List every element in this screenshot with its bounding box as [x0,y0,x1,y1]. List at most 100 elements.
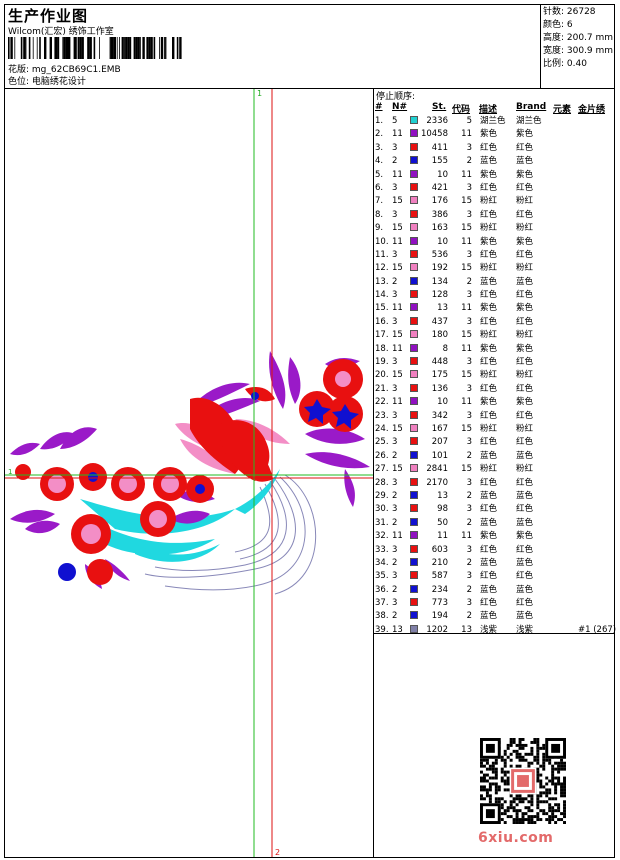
row-description: 紫色 [480,343,498,354]
table-row: 7. 15 176 15 粉红 粉红 [0,195,620,208]
row-needle: 3 [392,571,398,582]
row-needle: 2 [392,557,398,568]
row-stitches: 98 [437,504,448,515]
row-index: 26. [375,450,389,461]
row-brand: 紫色 [516,531,534,542]
row-stitches: 175 [431,370,448,381]
row-needle: 3 [392,544,398,555]
color-swatch [410,330,418,339]
table-row: 20. 15 175 15 粉红 粉红 [0,369,620,382]
row-brand: 蓝色 [516,156,534,167]
row-brand: 紫色 [516,397,534,408]
row-stitches: 192 [431,263,448,274]
table-row: 23. 3 342 3 红色 红色 [0,410,620,423]
table-row: 1. 5 2336 5 湖兰色 湖兰色 [0,115,620,128]
row-brand: 红色 [516,249,534,260]
table-row: 21. 3 136 3 红色 红色 [0,383,620,396]
row-stitches: 448 [431,357,448,368]
row-code: 11 [461,531,472,542]
row-brand: 紫色 [516,343,534,354]
row-brand: 粉红 [516,196,534,207]
row-needle: 11 [392,169,403,180]
row-code: 3 [466,477,472,488]
row-index: 16. [375,316,389,327]
row-stitches: 210 [431,557,448,568]
row-index: 2. [375,129,384,140]
row-index: 30. [375,504,389,515]
row-needle: 15 [392,330,403,341]
table-row: 6. 3 421 3 红色 红色 [0,182,620,195]
row-index: 7. [375,196,384,207]
row-index: 12. [375,263,389,274]
color-swatch [410,584,418,593]
header-index: # [375,102,383,112]
row-index: 38. [375,611,389,622]
row-description: 紫色 [480,169,498,180]
row-description: 蓝色 [480,557,498,568]
table-row: 10. 11 10 11 紫色 紫色 [0,236,620,249]
row-needle: 3 [392,249,398,260]
row-needle: 11 [392,303,403,314]
stop-sequence-title: 停止顺序: [376,92,416,102]
table-row: 35. 3 587 3 红色 红色 [0,570,620,583]
table-row: 25. 3 207 3 红色 红色 [0,436,620,449]
row-stitches: 421 [431,182,448,193]
row-code: 3 [466,504,472,515]
row-index: 3. [375,142,384,153]
row-index: 37. [375,598,389,609]
table-row: 5. 11 10 11 紫色 紫色 [0,169,620,182]
row-stitches: 437 [431,316,448,327]
row-stitches: 10 [437,236,448,247]
row-needle: 3 [392,182,398,193]
row-needle: 11 [392,397,403,408]
color-swatch [410,490,418,499]
table-row: 9. 15 163 15 粉红 粉红 [0,222,620,235]
color-swatch [410,370,418,379]
design-scale: 比例: 0.40 [543,59,587,69]
row-description: 蓝色 [480,517,498,528]
table-row: 33. 3 603 3 红色 红色 [0,544,620,557]
row-needle: 2 [392,276,398,287]
table-row: 19. 3 448 3 红色 红色 [0,356,620,369]
row-needle: 3 [392,504,398,515]
header-code: 代码 [452,105,471,115]
row-needle: 3 [392,477,398,488]
row-index: 9. [375,223,384,234]
row-needle: 2 [392,517,398,528]
table-row: 4. 2 155 2 蓝色 蓝色 [0,155,620,168]
row-stitches: 163 [431,223,448,234]
table-row: 11. 3 536 3 红色 红色 [0,249,620,262]
table-row: 15. 11 13 11 紫色 紫色 [0,302,620,315]
row-needle: 13 [392,624,403,635]
row-description: 红色 [480,290,498,301]
row-description: 蓝色 [480,276,498,287]
color-swatch [410,517,418,526]
row-brand: 紫色 [516,236,534,247]
row-index: 34. [375,557,389,568]
row-brand: 蓝色 [516,490,534,501]
row-description: 蓝色 [480,490,498,501]
row-stitches: 13 [437,303,448,314]
row-code: 3 [466,316,472,327]
table-row: 2. 11 10458 11 紫色 紫色 [0,128,620,141]
row-needle: 11 [392,236,403,247]
row-needle: 15 [392,370,403,381]
table-row: 39. 13 1202 13 浅紫 浅紫 #1 (267) [0,624,620,637]
row-stitches: 134 [431,276,448,287]
table-row: 34. 2 210 2 蓝色 蓝色 [0,557,620,570]
green-guide-label: 1 [257,89,262,98]
row-stitches: 10 [437,169,448,180]
row-index: 14. [375,290,389,301]
feather-tail-lines [144,474,317,595]
header-brand: Brand [516,102,547,112]
row-code: 3 [466,598,472,609]
row-description: 粉红 [480,263,498,274]
row-stitches: 11 [437,531,448,542]
row-description: 红色 [480,477,498,488]
row-index: 39. [375,624,389,635]
row-stitches: 176 [431,196,448,207]
row-description: 紫色 [480,303,498,314]
row-brand: 蓝色 [516,584,534,595]
color-swatch [410,397,418,406]
color-swatch [410,423,418,432]
